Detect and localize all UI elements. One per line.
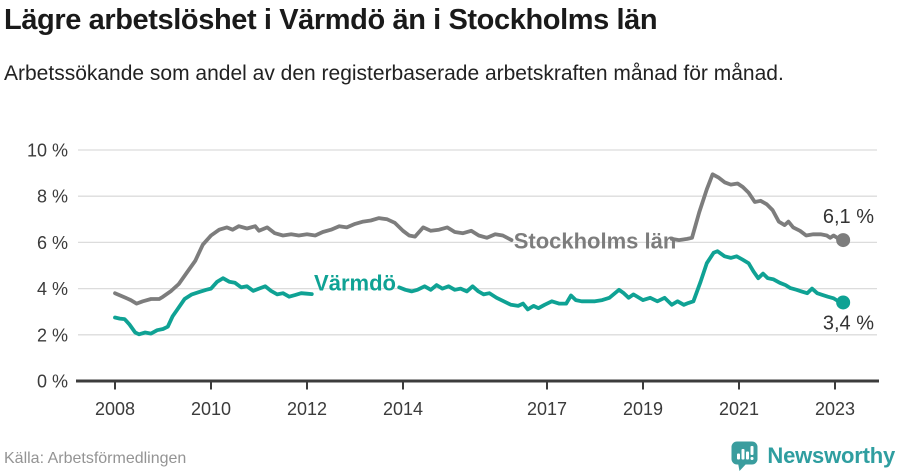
series-inline-label: Värmdö	[314, 270, 396, 295]
series-end-dot	[836, 295, 851, 310]
series-line	[113, 276, 314, 337]
y-axis-tick-label: 4 %	[37, 279, 68, 299]
page-title: Lägre arbetslöshet i Värmdö än i Stockho…	[4, 4, 658, 36]
y-axis-tick-label: 2 %	[37, 325, 68, 345]
x-axis-tick-label: 2017	[527, 399, 567, 419]
brand-wordmark: Newsworthy	[767, 443, 895, 468]
newsworthy-bar-chart-bubble-icon	[731, 441, 758, 471]
series-end-dot	[836, 233, 851, 248]
y-axis-tick-label: 10 %	[27, 141, 68, 161]
source-note: Källa: Arbetsförmedlingen	[4, 450, 187, 467]
x-axis-tick-label: 2012	[287, 399, 327, 419]
newsworthy-logo: Newsworthy	[730, 440, 895, 472]
series-line	[397, 249, 846, 312]
series-line	[669, 172, 846, 242]
series-end-value-label: 3,4 %	[823, 312, 874, 334]
x-axis-tick-label: 2008	[95, 399, 135, 419]
x-axis-tick-label: 2014	[383, 399, 423, 419]
x-axis-tick-label: 2021	[719, 399, 759, 419]
x-axis-tick-label: 2010	[191, 399, 231, 419]
series-end-value-label: 6,1 %	[823, 206, 874, 228]
y-axis-tick-label: 0 %	[37, 372, 68, 392]
series-line	[113, 216, 514, 306]
series-inline-label: Stockholms län	[514, 229, 677, 254]
x-axis-tick-label: 2023	[815, 399, 855, 419]
y-axis-tick-label: 8 %	[37, 187, 68, 207]
chart-subtitle: Arbetssökande som andel av den registerb…	[4, 62, 784, 85]
x-axis-tick-label: 2019	[623, 399, 663, 419]
y-axis-tick-label: 6 %	[37, 233, 68, 253]
